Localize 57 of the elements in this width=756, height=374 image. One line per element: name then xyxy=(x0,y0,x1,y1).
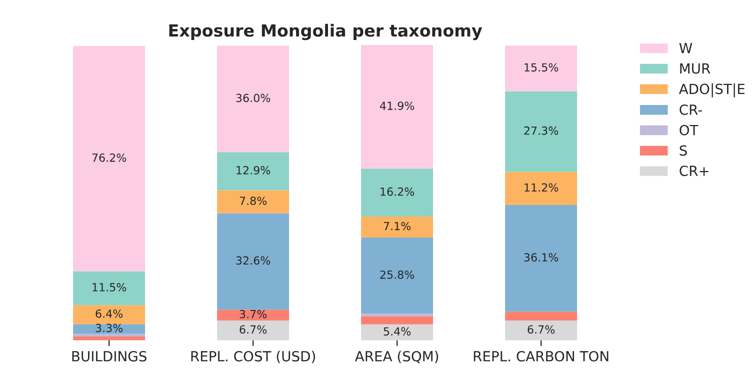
legend-label: OT xyxy=(680,124,698,136)
data-label: 32.6% xyxy=(236,256,270,265)
legend-label: MUR xyxy=(680,63,710,74)
data-label: 3.7% xyxy=(240,310,267,318)
bar xyxy=(505,172,578,206)
bar xyxy=(361,44,434,169)
bar xyxy=(361,324,434,340)
legend-label: CR+ xyxy=(680,166,708,176)
bar xyxy=(505,45,578,92)
bar xyxy=(217,320,290,340)
bar xyxy=(217,190,290,214)
data-label: 5.4% xyxy=(384,327,411,336)
bar xyxy=(73,305,146,324)
data-label: 11.2% xyxy=(524,183,558,192)
bar xyxy=(73,336,146,340)
data-label: 36.1% xyxy=(524,253,558,262)
data-label: 27.3% xyxy=(524,126,558,135)
bar xyxy=(73,334,146,336)
bar xyxy=(217,46,290,152)
bar xyxy=(361,314,434,316)
data-label: 6.7% xyxy=(528,325,555,334)
bar xyxy=(361,316,434,324)
bar xyxy=(73,271,146,306)
data-label: 6.7% xyxy=(240,325,267,334)
data-label: 36.0% xyxy=(236,94,270,102)
data-label: 7.1% xyxy=(384,222,411,230)
data-label: 41.9% xyxy=(380,102,414,110)
bar xyxy=(217,310,290,321)
bar xyxy=(361,238,434,314)
legend-label: S xyxy=(680,145,687,156)
data-label: 76.2% xyxy=(92,153,126,162)
bar xyxy=(73,324,146,334)
x-tick-label: BUILDINGS xyxy=(72,351,146,362)
bar xyxy=(505,91,578,172)
data-label: 12.9% xyxy=(236,166,270,174)
data-label: 3.3% xyxy=(96,324,123,332)
bar xyxy=(505,320,578,340)
x-tick-label: AREA (SQM) xyxy=(354,350,438,364)
data-label: 25.8% xyxy=(380,270,414,279)
bar xyxy=(217,213,290,310)
legend-label: ADO|ST|E xyxy=(678,83,745,98)
x-tick-label: REPL. COST (USD) xyxy=(191,350,315,364)
bar xyxy=(505,205,578,312)
data-label: 6.4% xyxy=(96,309,123,318)
data-label: 15.5% xyxy=(524,63,558,72)
bar xyxy=(361,168,434,217)
data-label: 7.8% xyxy=(240,196,267,205)
legend-label: W xyxy=(679,43,692,54)
bar xyxy=(505,312,578,321)
legend-label: CR- xyxy=(680,104,702,115)
x-tick-label: REPL. CARBON TON xyxy=(474,351,608,362)
bar xyxy=(73,46,146,272)
data-label: 16.2% xyxy=(380,187,414,196)
bar xyxy=(361,216,434,238)
bar xyxy=(217,152,290,190)
data-label: 11.5% xyxy=(92,283,126,292)
chart-title: Exposure Mongolia per taxonomy xyxy=(169,24,482,40)
